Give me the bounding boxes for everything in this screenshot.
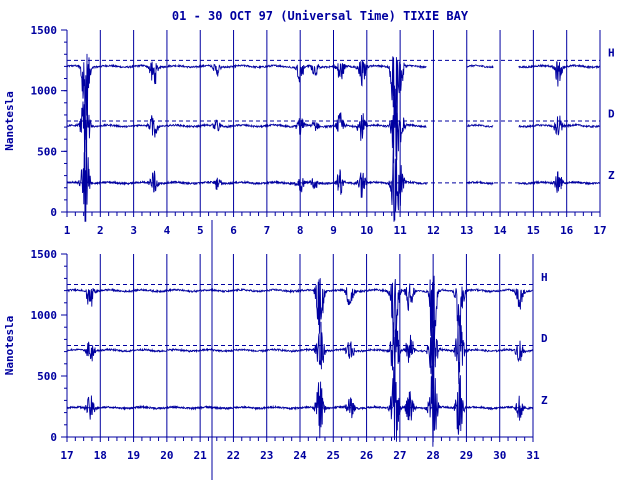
x-tick-label: 24: [293, 449, 307, 462]
x-tick-label: 13: [460, 224, 473, 237]
y-tick-label: 1000: [31, 309, 58, 322]
x-tick-label: 6: [230, 224, 237, 237]
y-tick-label: 500: [37, 145, 57, 158]
series-trace-d: [66, 86, 601, 170]
x-tick-label: 15: [527, 224, 540, 237]
x-tick-label: 7: [264, 224, 271, 237]
x-tick-label: 2: [97, 224, 104, 237]
series-label-h: H: [608, 47, 615, 60]
x-tick-label: 28: [427, 449, 440, 462]
x-tick-label: 20: [160, 449, 173, 462]
x-tick-label: 18: [94, 449, 107, 462]
series-trace-z: [66, 137, 601, 222]
series-trace-h: [66, 275, 533, 353]
series-label-z: Z: [541, 394, 548, 407]
bottom-panel: 17 18 19 20 21 22 23 24 25 26 27 28 29 30 31 0 500 1000 15…: [3, 248, 548, 462]
y-axis-label: Nanotesla: [3, 316, 16, 376]
x-tick-label: 17: [593, 224, 606, 237]
x-tick-label: 25: [327, 449, 340, 462]
x-tick-label: 14: [493, 224, 507, 237]
x-tick-label: 9: [330, 224, 337, 237]
x-tick-label: 23: [260, 449, 273, 462]
x-tick-label: 10: [360, 224, 373, 237]
x-tick-label: 30: [493, 449, 506, 462]
y-tick-label: 500: [37, 370, 57, 383]
x-tick-label: 26: [360, 449, 374, 462]
x-tick-label: 3: [130, 224, 137, 237]
series-label-d: D: [541, 332, 548, 345]
y-tick-label: 1500: [31, 24, 58, 37]
x-tick-label: 16: [560, 224, 574, 237]
y-tick-label: 1000: [31, 85, 58, 98]
series-label-z: Z: [608, 169, 615, 182]
x-tick-label: 1: [64, 224, 71, 237]
y-axis-label: Nanotesla: [3, 91, 16, 151]
series-trace-d: [66, 305, 533, 392]
top-panel: 1 2 3 4 5 6 7 8 9 10 11 12 13 14 15 16 17050010001500Nan…: [3, 24, 615, 237]
x-tick-label: 31: [526, 449, 540, 462]
x-tick-label: 17: [60, 449, 73, 462]
x-tick-label: 5: [197, 224, 204, 237]
y-tick-label: 0: [50, 206, 57, 219]
x-tick-label: 29: [460, 449, 473, 462]
x-tick-label: 4: [164, 224, 171, 237]
x-tick-label: 19: [127, 449, 140, 462]
y-tick-label: 1500: [31, 248, 58, 261]
x-tick-label: 11: [394, 224, 408, 237]
x-tick-label: 21: [194, 449, 208, 462]
y-tick-label: 0: [50, 431, 57, 444]
series-trace-h: [66, 53, 601, 140]
x-tick-label: 27: [393, 449, 406, 462]
chart-title: 01 - 30 OCT 97 (Universal Time) TIXIE BA…: [172, 9, 469, 23]
x-tick-label: 22: [227, 449, 240, 462]
x-tick-label: 8: [297, 224, 304, 237]
series-label-h: H: [541, 271, 548, 284]
x-tick-label: 12: [427, 224, 440, 237]
series-trace-z: [66, 363, 534, 447]
series-label-d: D: [608, 107, 615, 120]
